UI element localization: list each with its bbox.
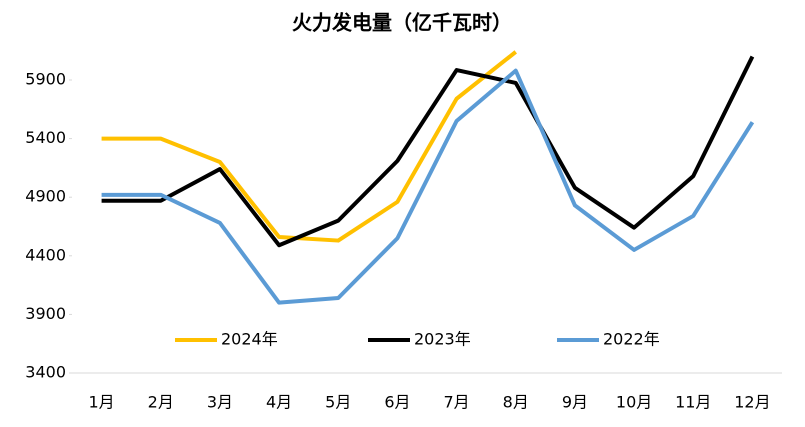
x-tick-label: 4月 <box>266 393 292 412</box>
x-tick-label: 2月 <box>148 393 174 412</box>
x-tick-label: 10月 <box>616 393 652 412</box>
x-tick-label: 3月 <box>207 393 233 412</box>
series-line <box>101 50 517 243</box>
legend-label: 2022年 <box>603 330 660 349</box>
x-tick-label: 1月 <box>88 393 114 412</box>
series-line <box>101 68 755 305</box>
y-tick-label: 4900 <box>25 187 66 206</box>
chart-title: 火力发电量（亿千瓦时） <box>292 11 512 35</box>
y-tick-label: 3900 <box>25 304 66 323</box>
y-tick-label: 5900 <box>25 70 66 89</box>
x-tick-label: 9月 <box>562 393 588 412</box>
y-tick-label: 5400 <box>25 128 66 147</box>
x-tick-label: 8月 <box>503 393 529 412</box>
x-tick-label: 5月 <box>325 393 351 412</box>
x-tick-label: 6月 <box>384 393 410 412</box>
x-tick-label: 11月 <box>675 393 711 412</box>
x-tick-label: 12月 <box>734 393 770 412</box>
y-tick-label: 3400 <box>25 363 66 382</box>
x-tick-label: 7月 <box>443 393 469 412</box>
series-line <box>101 55 755 248</box>
y-tick-label: 4400 <box>25 245 66 264</box>
legend-label: 2023年 <box>414 330 471 349</box>
legend-label: 2024年 <box>221 330 278 349</box>
